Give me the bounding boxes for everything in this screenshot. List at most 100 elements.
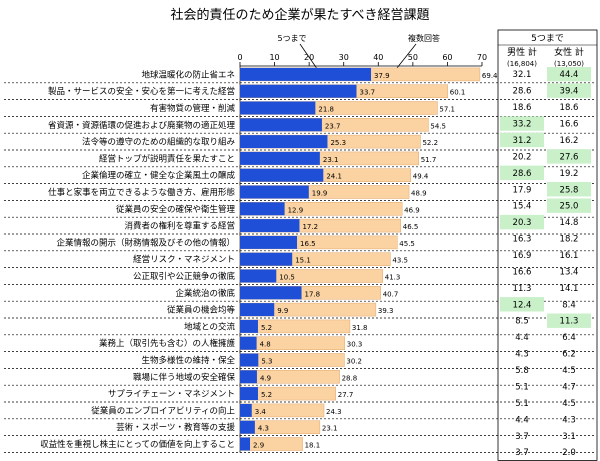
bar-multi-value: 46.5 — [403, 223, 419, 231]
table-cell: 3.7 — [515, 432, 529, 442]
bar-top5 — [240, 437, 251, 451]
category-label: 製品・サービスの安全・安心を第一に考えた経営 — [48, 86, 235, 97]
annotation-multi: 複数回答 — [408, 33, 440, 43]
table-cell: 15.4 — [513, 202, 532, 212]
bar-multi-value: 30.3 — [347, 341, 363, 349]
table-cell: 5.1 — [515, 382, 529, 392]
table-cell: 16.9 — [513, 251, 532, 261]
table-cell: 18.2 — [560, 235, 579, 245]
bar-top5-value: 23.1 — [323, 156, 339, 164]
bar-top5-value: 17.8 — [305, 290, 321, 298]
table-cell: 14.1 — [560, 284, 579, 294]
x-tick-label: 70 — [477, 53, 487, 62]
category-label: 法令等の遵守のための組織的な取り組み — [82, 137, 236, 148]
category-label: 省資源・資源循環の促進および廃棄物の適正処理 — [48, 120, 236, 131]
bar-multi-value: 31.8 — [352, 324, 368, 332]
bar-top5-value: 24.1 — [326, 173, 342, 181]
table-cell: 20.3 — [513, 218, 532, 228]
bar-multi-value: 52.2 — [422, 139, 438, 147]
table-cell: 16.2 — [560, 136, 579, 146]
table-cell: 39.4 — [560, 87, 579, 97]
bar-top5-value: 37.9 — [374, 72, 390, 80]
category-label: 地域との交流 — [184, 321, 235, 332]
table-cell-highlight — [547, 182, 591, 197]
annotation-top5: 5つまで — [277, 34, 306, 43]
table-cell: 14.8 — [560, 218, 579, 228]
table-cell: 4.4 — [515, 415, 529, 425]
bar-top5 — [240, 420, 255, 434]
category-label: 仕事と家事を両立できるような働き方、雇用形態 — [48, 187, 235, 198]
table-cell: 11.3 — [560, 317, 579, 327]
bar-top5-value: 33.7 — [360, 89, 376, 97]
bar-multi-value: 60.1 — [450, 89, 466, 97]
category-label: 芸術・スポーツ・教育等の支援 — [116, 422, 235, 433]
bar-multi-value: 54.5 — [430, 122, 446, 130]
table-cell: 17.9 — [513, 185, 532, 195]
bar-top5 — [240, 252, 293, 266]
bar-top5-value: 21.8 — [318, 106, 334, 114]
bar-top5-value: 9.9 — [277, 307, 288, 315]
table-column-n: (16,804) — [507, 60, 537, 68]
table-cell: 8.5 — [515, 317, 529, 327]
bar-top5 — [240, 353, 259, 367]
bar-top5-value: 4.8 — [260, 341, 271, 349]
table-cell: 28.6 — [513, 169, 532, 179]
category-label: 消費者の権利を尊重する経営 — [124, 221, 235, 232]
bar-top5-value: 2.9 — [253, 442, 264, 450]
table-column-label: 男性 計 — [507, 46, 537, 58]
table-cell-highlight — [547, 83, 591, 98]
table-cell-highlight — [500, 297, 544, 312]
table-cell: 3.7 — [515, 448, 529, 458]
bar-top5 — [240, 168, 324, 182]
bar-top5 — [240, 403, 252, 417]
table-cell: 4.7 — [562, 382, 576, 392]
category-label: 生物多様性の維持・保全 — [141, 355, 235, 366]
bar-top5 — [240, 319, 258, 333]
table-cell-highlight — [547, 313, 591, 328]
bar-top5-value: 12.9 — [288, 206, 304, 214]
category-label: 地球温暖化の防止省エネ — [141, 69, 235, 80]
category-label: 収益性を重視し株主にとっての価値を向上すること — [40, 439, 235, 450]
bar-multi-value: 27.7 — [338, 391, 354, 399]
table-cell: 25.0 — [560, 202, 579, 212]
table-column-label: 女性 計 — [554, 46, 584, 58]
bar-top5 — [240, 219, 300, 233]
bar-multi-value: 46.9 — [404, 206, 420, 214]
x-tick-label: 0 — [237, 53, 242, 62]
bar-multi-value: 28.8 — [342, 374, 358, 382]
category-label: 業務上（取引先も含む）の人権擁護 — [99, 338, 236, 349]
bar-top5-value: 4.3 — [258, 425, 269, 433]
table-cell: 12.4 — [513, 300, 532, 310]
x-tick-label: 50 — [408, 53, 418, 62]
category-label: 職場に伴う地域の安全確保 — [133, 372, 236, 383]
category-label: 企業情報の開示（財務情報及びその他の情報） — [56, 237, 235, 248]
bar-multi-value: 41.3 — [385, 274, 401, 282]
bar-top5-value: 15.1 — [295, 257, 311, 265]
table-cell: 3.1 — [562, 432, 576, 442]
bar-multi-value: 69.4 — [482, 72, 498, 80]
bar-multi-value: 51.7 — [421, 156, 437, 164]
table-cell: 33.2 — [513, 120, 532, 130]
bar-multi-value: 39.3 — [378, 307, 394, 315]
chart-title: 社会的責任のため企業が果たすべき経営課題 — [170, 7, 429, 23]
table-group-header: 5つまで — [531, 33, 564, 44]
table-cell: 32.1 — [513, 70, 532, 80]
table-cell: 4.3 — [515, 350, 529, 360]
table-cell-highlight — [547, 198, 591, 213]
bar-top5 — [240, 185, 309, 199]
category-label: 企業倫理の確立・健全な企業風土の醸成 — [82, 170, 236, 181]
table-cell: 5.8 — [515, 366, 529, 376]
bar-multi — [239, 403, 325, 418]
bar-multi-value: 40.7 — [383, 290, 399, 298]
bar-top5-value: 4.9 — [260, 374, 271, 382]
bars: 37.9 69.4 33.7 60.1 21.8 57.1 23.7 54.5 25.3 52.2… — [239, 67, 498, 451]
table-cell: 13.4 — [560, 267, 579, 277]
bar-multi-value: 48.9 — [411, 190, 427, 198]
bar-top5-value: 23.7 — [325, 122, 341, 130]
bar-top5-value: 17.2 — [302, 223, 318, 231]
table-cell: 19.2 — [560, 169, 579, 179]
bar-top5-value: 10.5 — [279, 274, 295, 282]
category-label: 公正取引や公正競争の徹底 — [133, 271, 236, 282]
category-label: 経営リスク・マネジメント — [133, 254, 235, 265]
category-label: 従業員の安全の確保や衛生管理 — [116, 204, 236, 215]
